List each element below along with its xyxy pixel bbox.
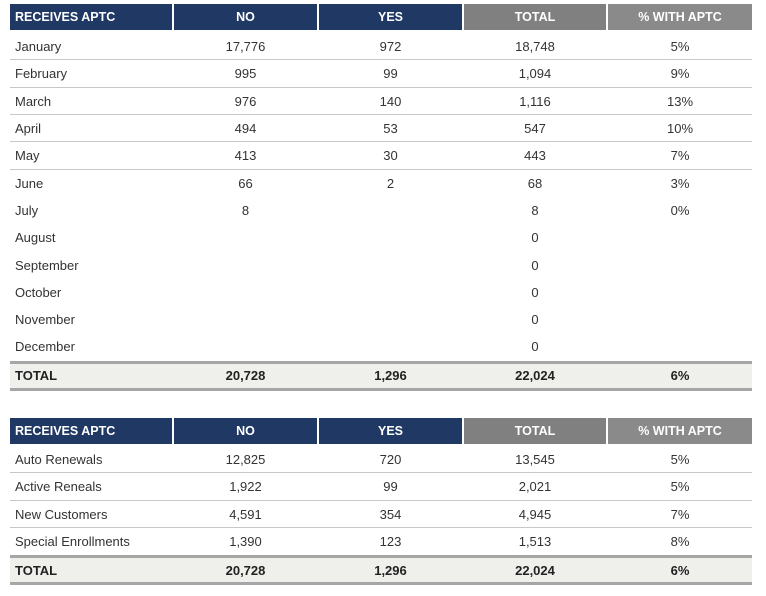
table-cell: 10% (666, 121, 694, 137)
table-cell: 5% (670, 452, 690, 468)
total-cell: 20,728 (225, 562, 266, 578)
table-cell: 8 (241, 202, 250, 218)
total-cell: TOTAL (15, 368, 58, 384)
table-cell: 18,748 (515, 39, 555, 55)
table-cell: 1,922 (229, 479, 262, 495)
table-cell: 720 (379, 452, 402, 468)
row-label: October (15, 284, 62, 300)
row-label: Active Reneals (15, 479, 102, 495)
table-cell: 2,021 (518, 479, 552, 495)
table-cell: 12,825 (225, 452, 266, 468)
table-cell: 413 (234, 148, 257, 164)
table-cell: 0 (531, 284, 539, 300)
table-cell: 0 (531, 339, 539, 355)
table-cell: 3% (670, 175, 690, 191)
table-cell: 68 (527, 175, 543, 191)
table-cell: 0 (531, 230, 539, 246)
header-cell: TOTAL (464, 418, 606, 444)
header-cell: % WITH APTC (608, 418, 752, 444)
row-label: December (15, 339, 75, 355)
row-label: March (15, 93, 52, 109)
header-cell: RECEIVES APTC (10, 418, 172, 444)
total-cell: 1,296 (374, 368, 407, 384)
table-cell: 99 (383, 479, 398, 495)
table-cell: 123 (379, 534, 402, 550)
table-cell: 1,116 (519, 93, 551, 109)
row-label: February (15, 66, 68, 82)
table-cell: 13,545 (515, 452, 555, 468)
table-cell: 0 (531, 257, 539, 273)
total-cell: TOTAL (15, 562, 58, 578)
row-label: Special Enrollments (15, 534, 130, 550)
table-cell: 13% (666, 93, 694, 109)
row-label: May (15, 148, 40, 164)
table-cell: 140 (379, 93, 402, 109)
table-cell: 30 (383, 148, 398, 164)
table-cell: 17,776 (225, 39, 266, 55)
table-cell: 53 (383, 121, 398, 137)
total-cell: 6% (670, 368, 690, 384)
table-cell: 354 (379, 506, 402, 522)
total-row (10, 360, 752, 391)
table-cell: 8% (670, 534, 690, 550)
header-cell: NO (174, 4, 317, 30)
row-label: August (15, 230, 56, 246)
row-label: July (15, 202, 39, 218)
table-cell: 995 (234, 66, 257, 82)
header-cell: YES (319, 418, 462, 444)
header-cell: % WITH APTC (608, 4, 752, 30)
total-cell: 1,296 (374, 562, 407, 578)
table-cell: 972 (379, 39, 402, 55)
total-cell: 6% (670, 562, 690, 578)
header-cell: TOTAL (464, 4, 606, 30)
table-cell: 494 (234, 121, 257, 137)
total-cell: 22,024 (515, 368, 555, 384)
table-cell: 9% (670, 66, 690, 82)
row-label: June (15, 175, 44, 191)
total-row (10, 555, 752, 586)
table-cell: 1,390 (229, 534, 262, 550)
total-cell: 22,024 (515, 562, 555, 578)
table-cell: 7% (670, 148, 690, 164)
table-cell: 0 (531, 312, 539, 328)
row-divider (10, 168, 752, 170)
table-cell: 4,591 (229, 506, 262, 522)
row-divider (10, 113, 752, 115)
row-label: November (15, 312, 75, 328)
header-cell: YES (319, 4, 462, 30)
row-label: September (15, 257, 79, 273)
row-divider (10, 472, 752, 474)
table-cell: 66 (238, 175, 253, 191)
table-cell: 976 (234, 93, 257, 109)
table-cell: 0% (670, 202, 690, 218)
table-cell: 2 (386, 175, 395, 191)
row-divider (10, 141, 752, 143)
table-cell: 443 (524, 148, 546, 164)
header-cell: NO (174, 418, 317, 444)
row-label: Auto Renewals (15, 452, 103, 468)
table-cell: 99 (383, 66, 398, 82)
table-cell: 4,945 (518, 506, 552, 522)
table-cell: 5% (670, 39, 690, 55)
table-cell: 5% (670, 479, 690, 495)
table-cell: 8 (531, 202, 539, 218)
row-label: New Customers (15, 506, 108, 522)
total-cell: 20,728 (225, 368, 266, 384)
header-cell: RECEIVES APTC (10, 4, 172, 30)
row-divider (10, 526, 752, 528)
row-label: January (15, 39, 62, 55)
table-cell: 1,094 (518, 66, 552, 82)
table-cell: 547 (524, 121, 546, 137)
table-cell: 1,513 (518, 534, 552, 550)
row-label: April (15, 121, 42, 137)
row-divider (10, 86, 752, 88)
row-divider (10, 499, 752, 501)
row-divider (10, 59, 752, 61)
table-cell: 7% (670, 506, 690, 522)
